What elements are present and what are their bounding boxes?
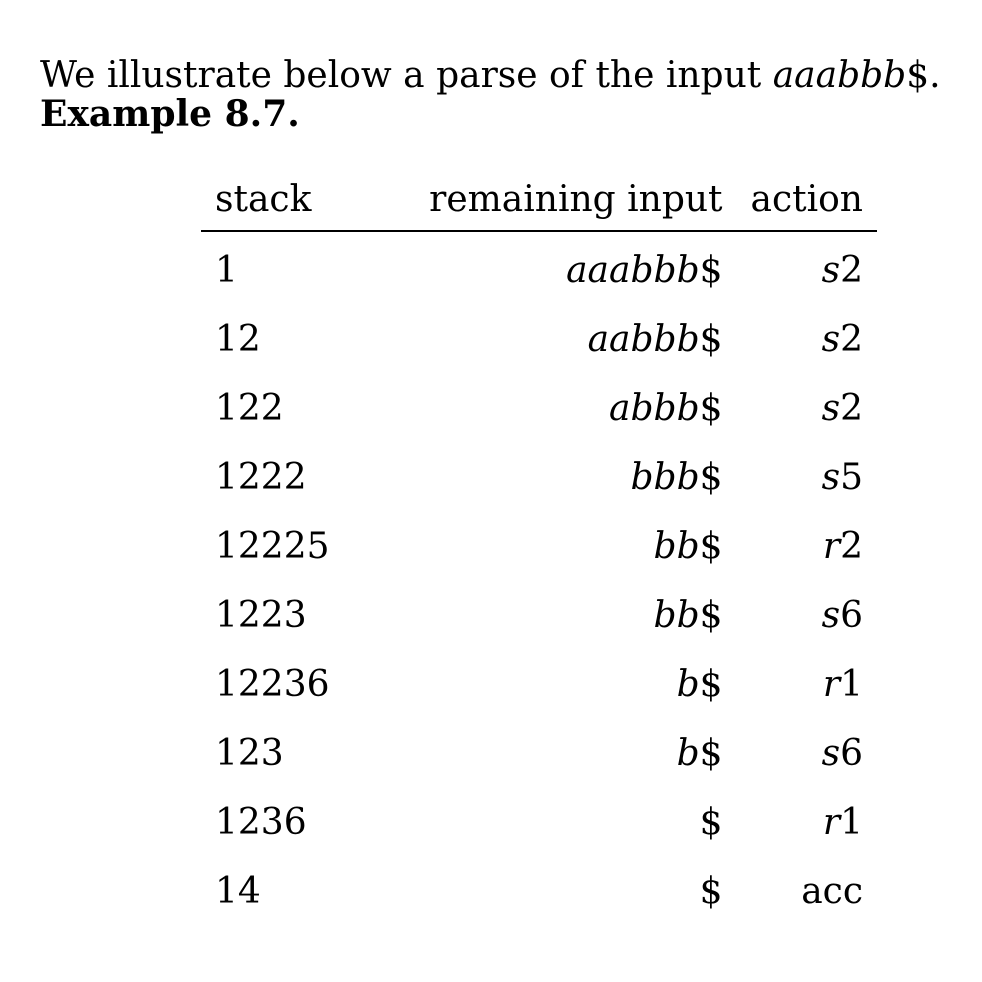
stack-cell: 1222 xyxy=(215,457,307,498)
end-marker: $ xyxy=(699,595,723,636)
remaining-symbols: bbb xyxy=(630,457,700,498)
stack-cell: 1236 xyxy=(215,802,307,843)
action-number: 2 xyxy=(840,388,863,429)
action-number: 2 xyxy=(840,250,863,291)
table-row: 12236 b$ r1 xyxy=(201,650,877,719)
stack-cell: 122 xyxy=(215,388,284,429)
action-letter: s xyxy=(821,457,841,498)
intro-text-before: We illustrate below a parse of the input xyxy=(40,55,773,96)
remaining-input-cell: b$ xyxy=(415,719,736,788)
remaining-symbols: bb xyxy=(653,526,700,567)
stack-cell: 1 xyxy=(215,250,238,291)
intro-input-string: aaabbb xyxy=(772,55,907,96)
remaining-symbols: aabbb xyxy=(587,319,700,360)
remaining-input-cell: aaabbb$ xyxy=(415,231,736,305)
example-title: Example 8.7. xyxy=(40,93,300,135)
action-letter: r xyxy=(822,526,841,567)
stack-cell: 12 xyxy=(215,319,261,360)
remaining-symbols: bb xyxy=(653,595,700,636)
action-cell: s6 xyxy=(737,581,877,650)
table-row: 12225 bb$ r2 xyxy=(201,512,877,581)
action-letter: r xyxy=(822,664,841,705)
end-marker: $ xyxy=(699,250,723,291)
action-cell: r2 xyxy=(737,512,877,581)
table-row: 1222 bbb$ s5 xyxy=(201,443,877,512)
end-marker: $ xyxy=(699,733,723,774)
end-marker: $ xyxy=(699,526,723,567)
table-row: 14 $ acc xyxy=(201,857,877,926)
action-cell: s2 xyxy=(737,305,877,374)
table-row: 122 abbb$ s2 xyxy=(201,374,877,443)
intro-text-after: $. xyxy=(906,55,941,96)
end-marker: $ xyxy=(699,871,723,912)
remaining-symbols: b xyxy=(676,733,700,774)
action-number: 2 xyxy=(840,319,863,360)
action-letter: s xyxy=(821,250,841,291)
table-row: 12 aabbb$ s2 xyxy=(201,305,877,374)
table-row: 1 aaabbb$ s2 xyxy=(201,231,877,305)
remaining-input-cell: abbb$ xyxy=(415,374,736,443)
end-marker: $ xyxy=(699,802,723,843)
remaining-input-cell: $ xyxy=(415,788,736,857)
remaining-input-cell: bb$ xyxy=(415,581,736,650)
stack-cell: 1223 xyxy=(215,595,307,636)
action-cell: s5 xyxy=(737,443,877,512)
action-number: 2 xyxy=(840,526,863,567)
action-number: 1 xyxy=(840,664,863,705)
stack-cell: 123 xyxy=(215,733,284,774)
end-marker: $ xyxy=(699,664,723,705)
remaining-input-cell: b$ xyxy=(415,650,736,719)
action-letter: s xyxy=(821,595,841,636)
table-row: 123 b$ s6 xyxy=(201,719,877,788)
end-marker: $ xyxy=(699,457,723,498)
action-letter: s xyxy=(821,733,841,774)
action-cell: r1 xyxy=(737,788,877,857)
action-cell: acc xyxy=(737,857,877,926)
remaining-input-cell: $ xyxy=(415,857,736,926)
stack-cell: 12225 xyxy=(215,526,330,567)
action-number: 6 xyxy=(840,733,863,774)
header-stack: stack xyxy=(201,168,416,232)
action-number: acc xyxy=(801,871,863,912)
action-number: 1 xyxy=(840,802,863,843)
header-remaining-input: remaining input xyxy=(415,168,737,232)
table-row: 1236 $ r1 xyxy=(201,788,877,857)
action-letter: s xyxy=(821,388,841,429)
header-action: action xyxy=(736,168,877,232)
action-cell: s6 xyxy=(737,719,877,788)
remaining-symbols: abbb xyxy=(609,388,700,429)
action-number: 5 xyxy=(840,457,863,498)
action-cell: r1 xyxy=(737,650,877,719)
remaining-symbols: aaabbb xyxy=(566,250,700,291)
stack-cell: 12236 xyxy=(215,664,330,705)
parse-table-body: 1 aaabbb$ s2 12 aabbb$ s2 122 abbb$ s2 1222 bbb$ s5… xyxy=(201,231,877,926)
action-letter: r xyxy=(822,802,841,843)
action-number: 6 xyxy=(840,595,863,636)
remaining-input-cell: bb$ xyxy=(415,512,736,581)
end-marker: $ xyxy=(699,319,723,360)
intro-paragraph: We illustrate below a parse of the input… xyxy=(40,52,941,100)
remaining-input-cell: aabbb$ xyxy=(415,305,736,374)
remaining-symbols: b xyxy=(676,664,700,705)
remaining-input-cell: bbb$ xyxy=(415,443,736,512)
action-cell: s2 xyxy=(737,374,877,443)
action-letter: s xyxy=(821,319,841,360)
end-marker: $ xyxy=(699,388,723,429)
parse-table-header: stack remaining input action xyxy=(201,168,877,232)
parse-table: stack remaining input action 1 aaabbb$ s2 1… xyxy=(201,168,877,926)
stack-cell: 14 xyxy=(215,871,261,912)
action-cell: s2 xyxy=(737,231,877,305)
header-row: stack remaining input action xyxy=(201,168,877,232)
table-row: 1223 bb$ s6 xyxy=(201,581,877,650)
